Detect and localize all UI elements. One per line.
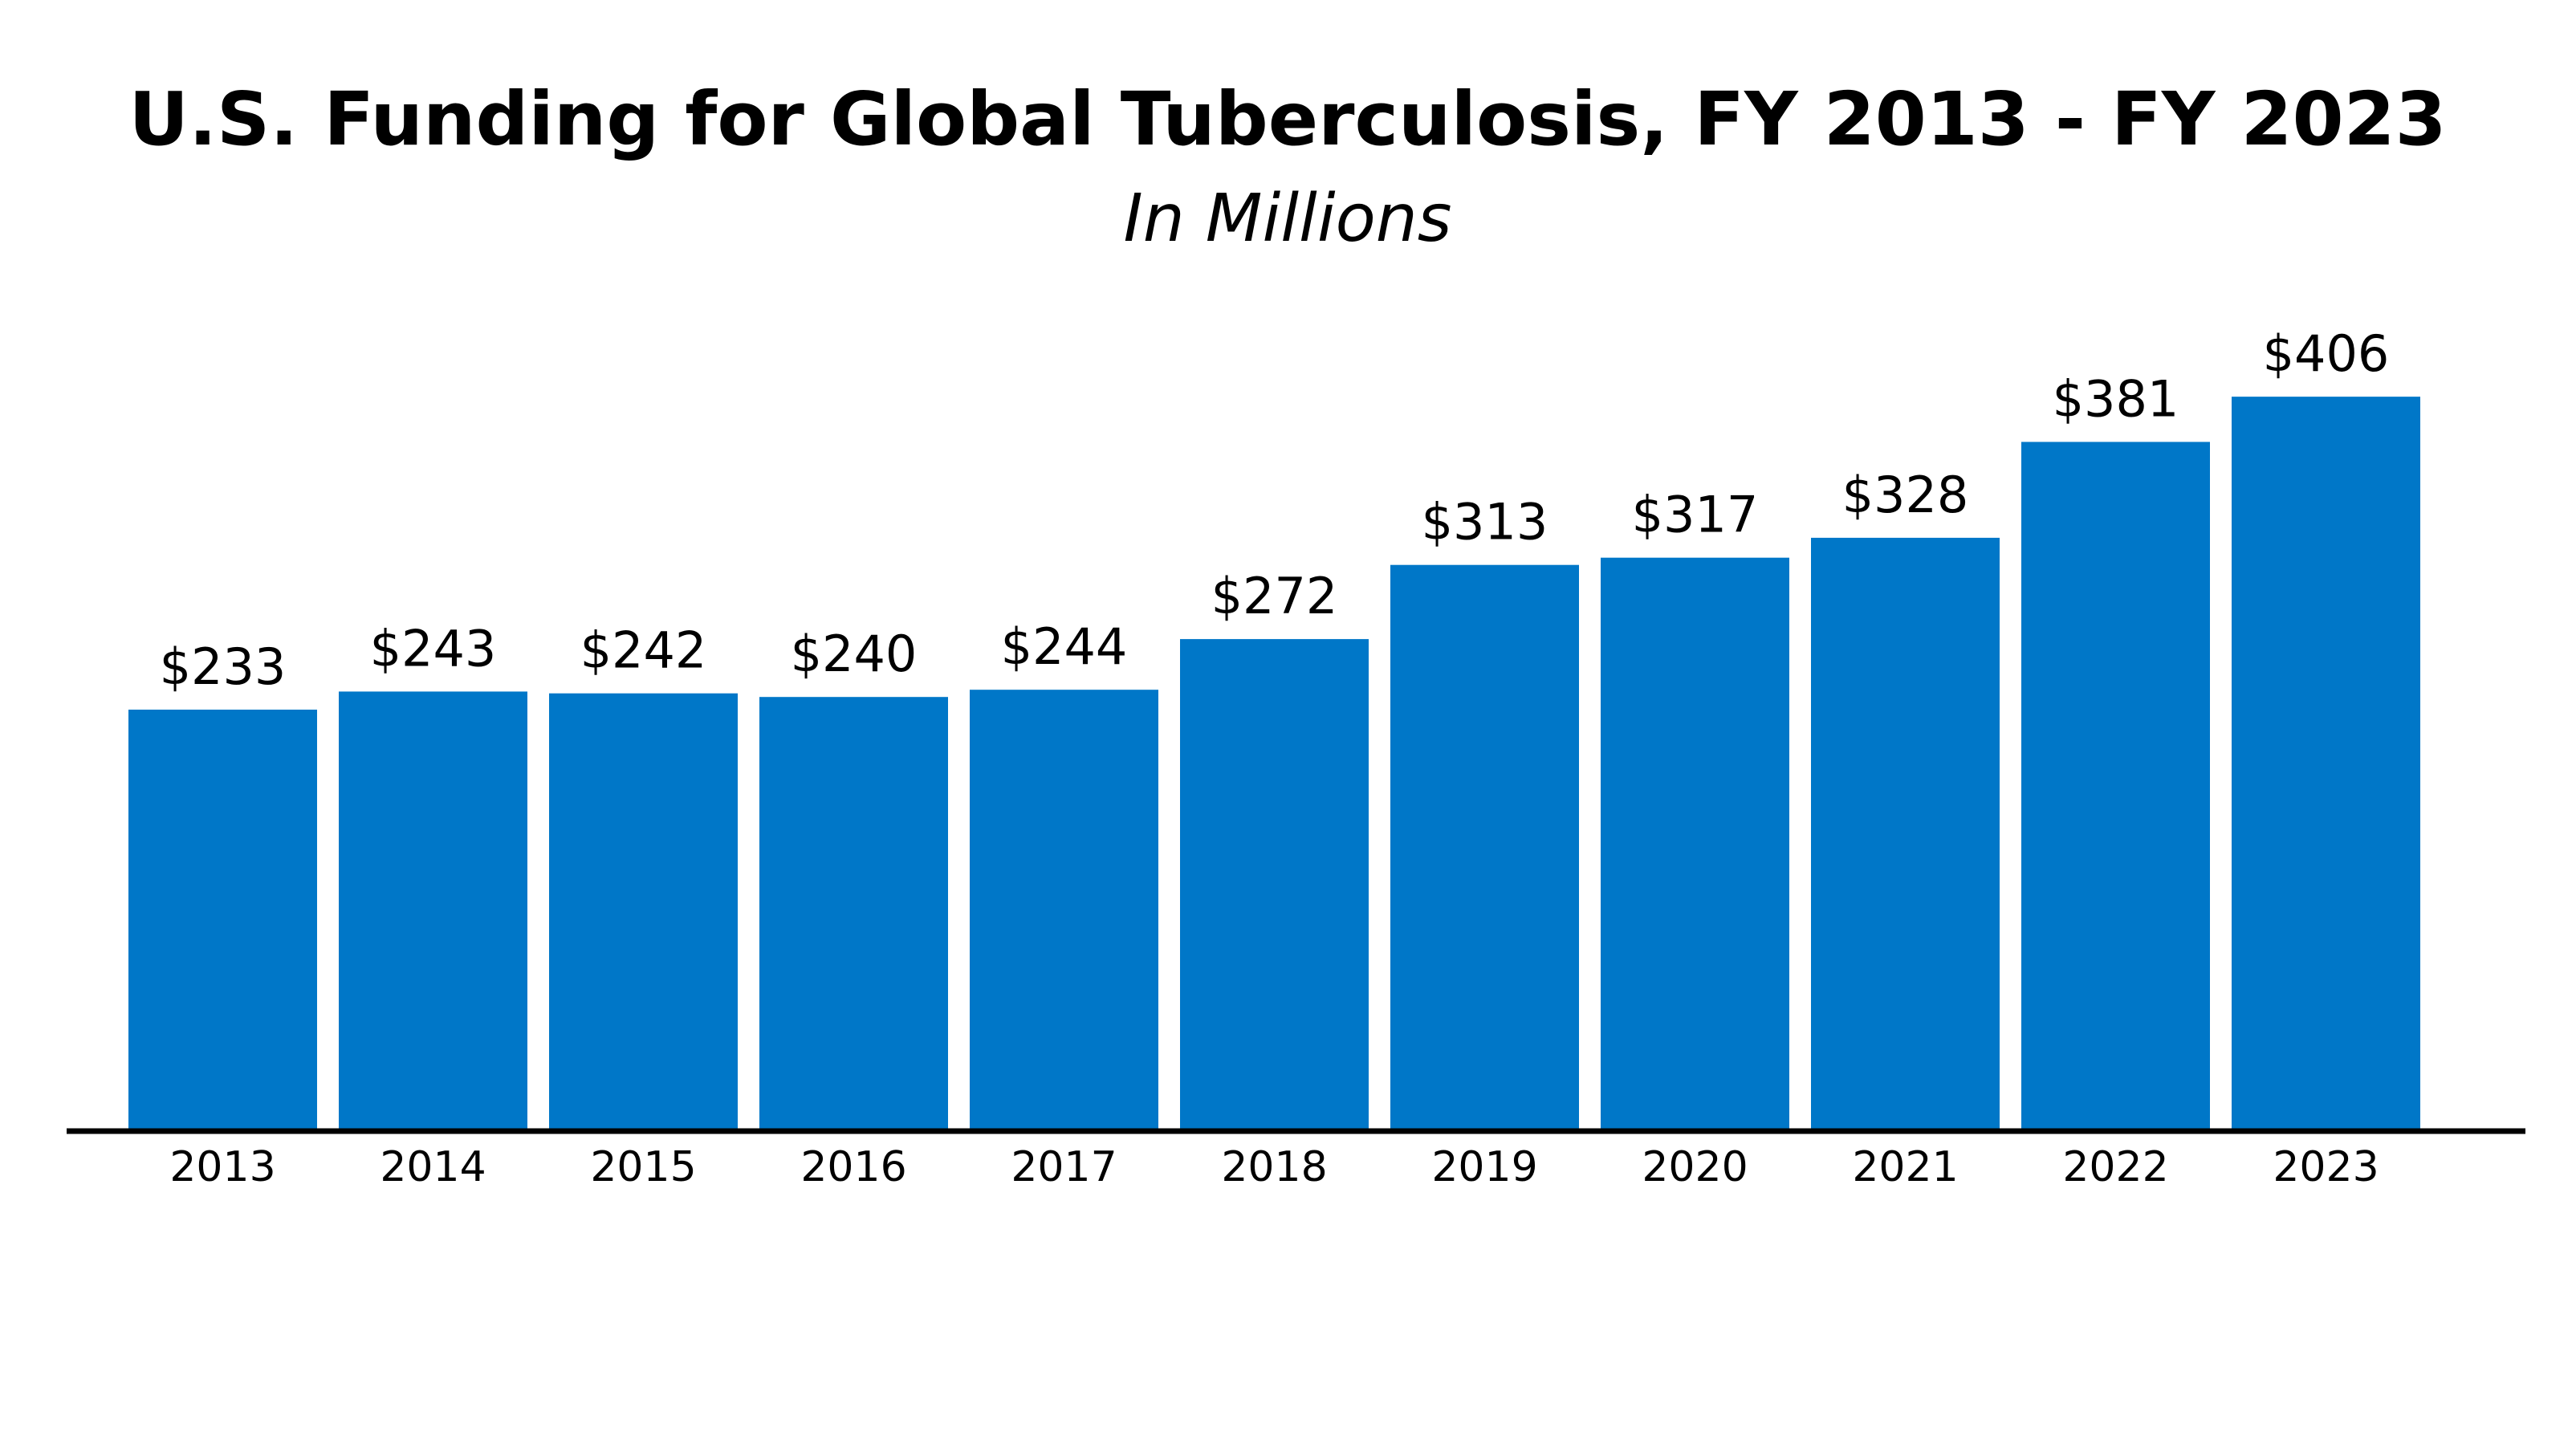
bar-2016 <box>759 697 948 1131</box>
bar-2023 <box>2232 397 2420 1131</box>
value-label-2018: $272 <box>1211 567 1338 625</box>
value-label-2022: $381 <box>2053 369 2179 428</box>
x-axis-label-2020: 2020 <box>1642 1143 1748 1191</box>
value-labels-layer: $233 $243 $242 $240 $244 $272 $313 $317 $328 $381… <box>160 324 2390 696</box>
x-axis-label-2013: 2013 <box>169 1143 275 1191</box>
chart-subtitle: In Millions <box>1124 181 1452 257</box>
value-label-2013: $233 <box>160 637 287 696</box>
x-axis-label-2022: 2022 <box>2062 1143 2168 1191</box>
value-label-2020: $317 <box>1632 486 1759 544</box>
bar-2021 <box>1811 537 2000 1131</box>
value-label-2016: $240 <box>791 625 918 683</box>
x-axis-label-2021: 2021 <box>1852 1143 1958 1191</box>
x-axis-label-2023: 2023 <box>2273 1143 2379 1191</box>
x-axis-label-2018: 2018 <box>1221 1143 1327 1191</box>
value-label-2015: $242 <box>580 621 707 680</box>
x-axis-label-2019: 2019 <box>1431 1143 1537 1191</box>
value-label-2017: $244 <box>1001 617 1128 676</box>
bar-2019 <box>1390 564 1579 1131</box>
bar-2020 <box>1601 557 1789 1131</box>
x-axis-label-2017: 2017 <box>1011 1143 1117 1191</box>
bars-layer <box>128 397 2420 1131</box>
x-axis-label-2015: 2015 <box>590 1143 696 1191</box>
chart-title: U.S. Funding for Global Tuberculosis, FY… <box>128 76 2446 162</box>
value-label-2019: $313 <box>1422 493 1548 552</box>
x-axis-label-2014: 2014 <box>380 1143 486 1191</box>
x-axis-labels-layer: 2013 2014 2015 2016 2017 2018 2019 2020 2021 2022… <box>169 1143 2379 1191</box>
bar-2013 <box>128 709 317 1131</box>
value-label-2014: $243 <box>370 619 497 678</box>
bar-2022 <box>2021 442 2210 1131</box>
bar-2018 <box>1180 639 1369 1131</box>
bar-2017 <box>970 690 1158 1131</box>
x-axis-label-2016: 2016 <box>800 1143 906 1191</box>
bar-2015 <box>549 693 738 1131</box>
bar-2014 <box>339 691 527 1131</box>
value-label-2023: $406 <box>2263 324 2390 383</box>
value-label-2021: $328 <box>1842 466 1969 524</box>
